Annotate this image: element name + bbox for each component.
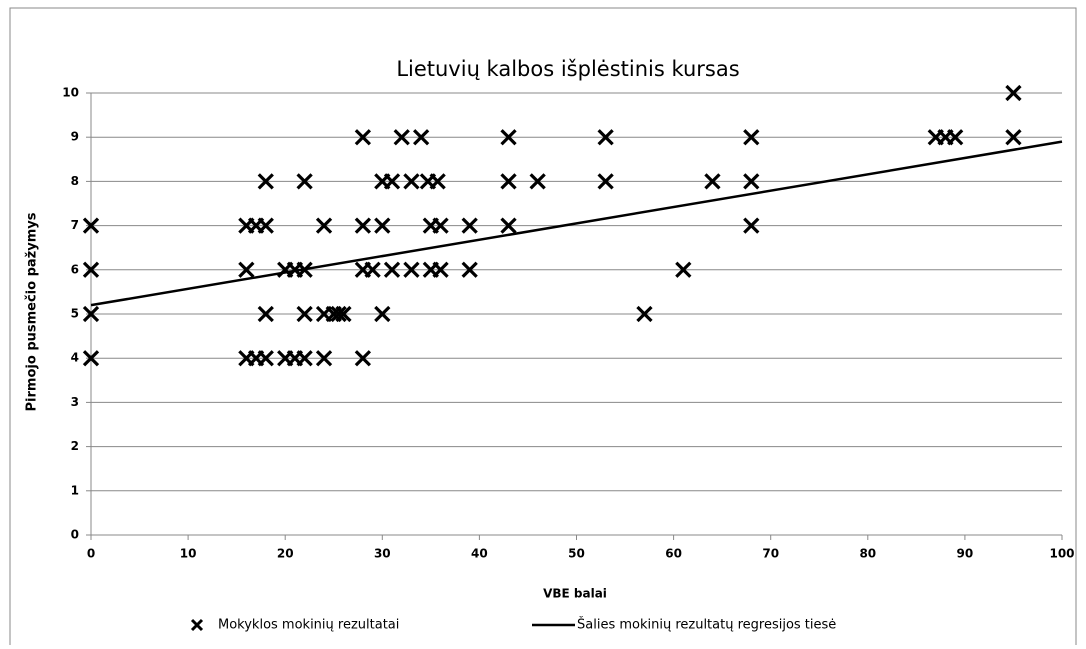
x-axis-label: VBE balai [543,587,607,601]
point-marker [315,217,333,234]
point-marker [374,217,391,234]
y-axis-label: Pirmojo pusmečio pažymys [25,212,40,411]
point-marker [500,217,517,234]
y-tick-label: 10 [62,86,79,100]
point-marker [704,173,721,190]
point-marker [429,173,446,190]
point-marker [500,173,517,190]
y-tick-label: 5 [71,307,79,321]
point-marker [413,129,430,146]
point-marker [82,261,100,278]
y-tick-label: 1 [71,483,79,497]
legend-label: Mokyklos mokinių rezultatai [218,618,399,633]
point-marker [597,173,614,190]
point-marker [432,261,449,278]
y-tick-label: 7 [71,218,79,232]
y-tick-label: 4 [71,351,79,365]
chart-border [9,7,1077,649]
point-marker [296,350,313,367]
regression-line [90,140,1063,307]
y-tick-label: 2 [71,439,79,453]
point-marker [296,305,313,323]
x-tick-label: 30 [374,547,391,561]
point-marker [354,129,372,146]
point-marker [330,305,347,323]
point-marker [374,305,391,323]
point-marker [393,129,410,146]
x-tick-label: 0 [87,547,95,561]
point-marker [432,217,449,234]
point-marker [257,173,274,190]
point-marker [1005,129,1022,146]
point-marker [364,261,381,278]
point-marker [636,305,653,323]
x-tick-label: 80 [859,547,876,561]
point-marker [675,261,692,278]
point-marker [1005,84,1022,102]
y-tick-label: 6 [71,262,79,276]
point-marker [743,217,760,234]
point-marker [597,129,614,146]
x-tick-label: 10 [180,547,197,561]
point-marker [743,173,760,190]
point-marker [461,217,478,234]
point-marker [82,305,100,323]
x-tick-label: 60 [665,547,682,561]
point-marker [529,173,546,190]
x-tick-label: 50 [568,547,585,561]
point-marker [82,217,100,234]
point-marker [257,217,274,234]
legend-label: Šalies mokinių rezultatų regresijos ties… [577,617,836,633]
point-marker [403,173,420,190]
point-marker [257,350,274,367]
legend-marker [190,618,204,632]
point-marker [257,305,274,323]
point-marker [383,173,401,190]
y-tick-label: 3 [71,395,79,409]
point-marker [743,129,760,146]
point-marker [383,261,401,278]
point-marker [354,217,372,234]
y-tick-label: 9 [71,130,79,144]
y-tick-label: 8 [71,174,79,188]
point-marker [354,350,372,367]
point-marker [461,261,478,278]
x-tick-label: 100 [1049,547,1074,561]
x-tick-label: 70 [762,547,779,561]
point-marker [335,305,352,323]
x-tick-label: 90 [957,547,974,561]
point-marker [296,173,313,190]
y-tick-label: 0 [71,528,79,542]
x-tick-label: 40 [471,547,488,561]
point-marker [403,261,420,278]
chart-title: Lietuvių kalbos išplėstinis kursas [396,57,739,81]
x-tick-label: 20 [277,547,294,561]
point-marker [315,350,333,367]
point-marker [947,129,964,146]
point-marker [238,261,255,278]
point-marker [82,350,100,367]
point-marker [500,129,517,146]
